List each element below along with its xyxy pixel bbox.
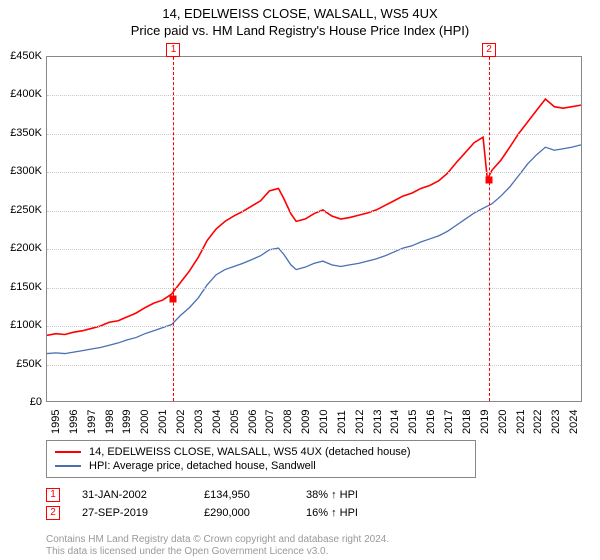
x-tick-label: 2006 [247, 410, 259, 434]
sale-marker [170, 296, 177, 303]
x-tick-label: 2013 [372, 410, 384, 434]
x-tick-label: 1996 [68, 410, 80, 434]
x-tick-label: 2007 [264, 410, 276, 434]
x-tick-label: 2005 [229, 410, 241, 434]
gridline [47, 211, 581, 212]
y-tick-label: £0 [30, 396, 42, 408]
legend-label: HPI: Average price, detached house, Sand… [89, 460, 316, 472]
gridline [47, 326, 581, 327]
legend-item: HPI: Average price, detached house, Sand… [55, 459, 467, 473]
x-tick-label: 2002 [175, 410, 187, 434]
sale-marker [486, 177, 493, 184]
legend-swatch [55, 451, 81, 453]
gridline [47, 249, 581, 250]
legend-item: 14, EDELWEISS CLOSE, WALSALL, WS5 4UX (d… [55, 445, 467, 459]
sale-row: 2 27-SEP-2019 £290,000 16% ↑ HPI [46, 506, 486, 520]
y-tick-label: £400K [10, 88, 42, 100]
sale-delta: 38% ↑ HPI [306, 489, 406, 501]
x-tick-label: 1998 [104, 410, 116, 434]
x-tick-label: 2023 [550, 410, 562, 434]
legend-box: 14, EDELWEISS CLOSE, WALSALL, WS5 4UX (d… [46, 440, 476, 478]
sale-delta: 16% ↑ HPI [306, 507, 406, 519]
x-tick-label: 2018 [461, 410, 473, 434]
sale-badge: 1 [46, 488, 60, 502]
x-tick-label: 2008 [282, 410, 294, 434]
reference-line [489, 57, 490, 401]
y-tick-label: £450K [10, 50, 42, 62]
x-tick-label: 2001 [157, 410, 169, 434]
chart-container: 14, EDELWEISS CLOSE, WALSALL, WS5 4UX Pr… [0, 0, 600, 560]
gridline [47, 134, 581, 135]
reference-badge: 1 [166, 43, 180, 57]
y-axis-ticks: £0£50K£100K£150K£200K£250K£300K£350K£400… [0, 56, 44, 402]
sale-badge: 2 [46, 506, 60, 520]
title-address: 14, EDELWEISS CLOSE, WALSALL, WS5 4UX [0, 6, 600, 21]
chart-plot-area: 12 [46, 56, 582, 402]
x-tick-label: 2009 [300, 410, 312, 434]
x-tick-label: 2012 [354, 410, 366, 434]
y-tick-label: £100K [10, 319, 42, 331]
x-tick-label: 2015 [407, 410, 419, 434]
sale-price: £134,950 [204, 489, 284, 501]
y-tick-label: £50K [16, 358, 42, 370]
legend-swatch [55, 465, 81, 467]
x-tick-label: 1999 [121, 410, 133, 434]
x-tick-label: 2024 [568, 410, 580, 434]
x-tick-label: 2017 [443, 410, 455, 434]
sales-table: 1 31-JAN-2002 £134,950 38% ↑ HPI 2 27-SEP-201… [46, 488, 486, 524]
x-tick-label: 2014 [389, 410, 401, 434]
y-tick-label: £300K [10, 165, 42, 177]
chart-svg [47, 57, 581, 401]
sale-date: 27-SEP-2019 [82, 507, 182, 519]
x-tick-label: 2016 [425, 410, 437, 434]
x-axis-ticks: 1995 1996 1997 1998 1999 2000 2001 2002 2003 2004… [46, 404, 582, 444]
x-tick-label: 2004 [211, 410, 223, 434]
sale-row: 1 31-JAN-2002 £134,950 38% ↑ HPI [46, 488, 486, 502]
x-tick-label: 2021 [515, 410, 527, 434]
sale-date: 31-JAN-2002 [82, 489, 182, 501]
gridline [47, 172, 581, 173]
title-block: 14, EDELWEISS CLOSE, WALSALL, WS5 4UX Pr… [0, 0, 600, 38]
footer-line-2: This data is licensed under the Open Gov… [46, 546, 389, 558]
footer-line-1: Contains HM Land Registry data © Crown c… [46, 534, 389, 546]
reference-badge: 2 [482, 43, 496, 57]
x-tick-label: 2011 [336, 410, 348, 434]
x-tick-label: 1995 [50, 410, 62, 434]
gridline [47, 365, 581, 366]
gridline [47, 95, 581, 96]
sale-price: £290,000 [204, 507, 284, 519]
x-tick-label: 2003 [193, 410, 205, 434]
y-tick-label: £250K [10, 204, 42, 216]
x-tick-label: 1997 [86, 410, 98, 434]
legend-label: 14, EDELWEISS CLOSE, WALSALL, WS5 4UX (d… [89, 446, 411, 458]
x-tick-label: 2010 [318, 410, 330, 434]
x-tick-label: 2022 [532, 410, 544, 434]
y-tick-label: £200K [10, 242, 42, 254]
x-tick-label: 2019 [479, 410, 491, 434]
title-subtitle: Price paid vs. HM Land Registry's House … [0, 23, 600, 38]
y-tick-label: £150K [10, 281, 42, 293]
x-tick-label: 2000 [139, 410, 151, 434]
x-tick-label: 2020 [497, 410, 509, 434]
gridline [47, 288, 581, 289]
y-tick-label: £350K [10, 127, 42, 139]
footer-attribution: Contains HM Land Registry data © Crown c… [46, 534, 389, 558]
reference-line [173, 57, 174, 401]
